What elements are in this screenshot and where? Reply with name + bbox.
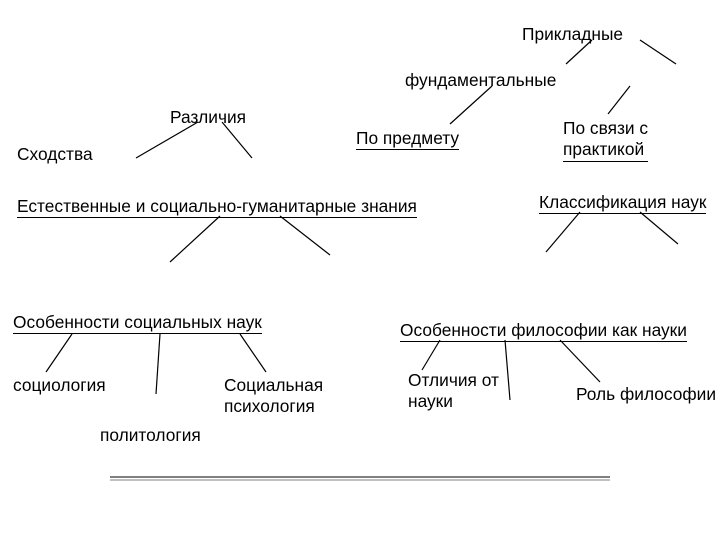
node-natural-social: Естественные и социально-гуманитарные зн…: [17, 196, 417, 217]
label: Естественные и социально-гуманитарные зн…: [17, 196, 417, 218]
label: Классификация наук: [539, 192, 706, 214]
label: Прикладные: [522, 24, 623, 44]
node-by-practice: По связи с практикой: [563, 118, 648, 162]
node-similarities: Сходства: [17, 144, 93, 165]
label: фундаментальные: [405, 70, 556, 90]
footer-rule: [110, 476, 610, 481]
node-social-features: Особенности социальных наук: [13, 312, 262, 333]
label: Различия: [170, 107, 246, 127]
label: политология: [100, 425, 201, 445]
node-philosophy-role: Роль философии: [576, 384, 716, 405]
node-politology: политология: [100, 425, 201, 446]
node-social-psychology: Социальная психология: [224, 375, 323, 417]
node-differences: Различия: [170, 107, 246, 128]
label: По предмету: [356, 128, 459, 150]
label: Отличия от науки: [408, 370, 499, 411]
node-fundamental: фундаментальные: [405, 70, 556, 91]
label: По связи с практикой: [563, 118, 648, 162]
node-by-subject: По предмету: [356, 128, 459, 149]
label: Социальная психология: [224, 375, 323, 416]
node-diff-from-science: Отличия от науки: [408, 370, 499, 412]
node-classification: Классификация наук: [539, 192, 706, 213]
label: социология: [13, 375, 106, 395]
node-philosophy-features: Особенности философии как науки: [400, 320, 687, 341]
node-applied: Прикладные: [522, 24, 623, 45]
diagram-canvas: { "type": "concept-map", "background_col…: [0, 0, 720, 540]
label: Роль философии: [576, 384, 716, 404]
label: Особенности философии как науки: [400, 320, 687, 342]
connector-lines: [0, 0, 720, 540]
label: Сходства: [17, 144, 93, 164]
node-sociology: социология: [13, 375, 106, 396]
label: Особенности социальных наук: [13, 312, 262, 334]
